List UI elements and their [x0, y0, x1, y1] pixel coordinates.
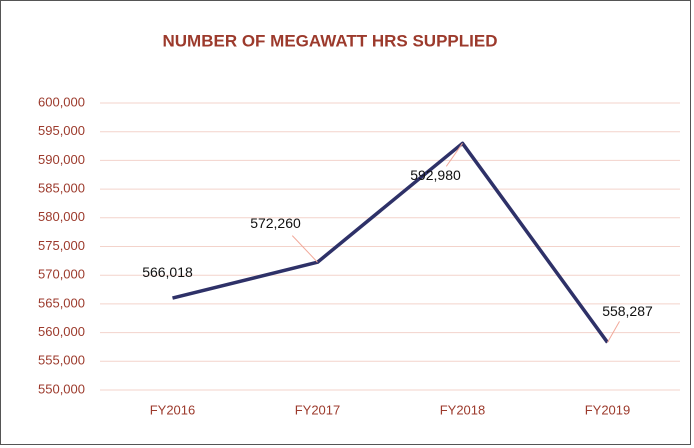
chart-title: NUMBER OF MEGAWATT HRS SUPPLIED — [163, 31, 498, 50]
data-label: 566,018 — [142, 264, 193, 280]
x-tick-label: FY2016 — [150, 402, 196, 417]
y-tick-label: 570,000 — [38, 267, 85, 282]
leader-line — [291, 235, 318, 263]
y-tick-label: 590,000 — [38, 152, 85, 167]
y-tick-label: 595,000 — [38, 123, 85, 138]
leader-line — [445, 143, 463, 167]
y-tick-label: 575,000 — [38, 238, 85, 253]
data-label: 572,260 — [250, 215, 301, 231]
y-tick-label: 560,000 — [38, 324, 85, 339]
x-tick-label: FY2017 — [295, 402, 341, 417]
line — [172, 141, 609, 344]
data-label: 558,287 — [602, 303, 653, 319]
y-tick-label: 550,000 — [38, 381, 85, 396]
y-tick-label: 555,000 — [38, 353, 85, 368]
y-tick-label: 600,000 — [38, 94, 85, 109]
data-label: 592,980 — [410, 167, 461, 183]
x-tick-label: FY2019 — [585, 402, 631, 417]
y-tick-label: 565,000 — [38, 295, 85, 310]
leader-line — [607, 321, 620, 343]
y-tick-label: 585,000 — [38, 181, 85, 196]
y-tick-label: 580,000 — [38, 209, 85, 224]
x-tick-label: FY2018 — [440, 402, 486, 417]
